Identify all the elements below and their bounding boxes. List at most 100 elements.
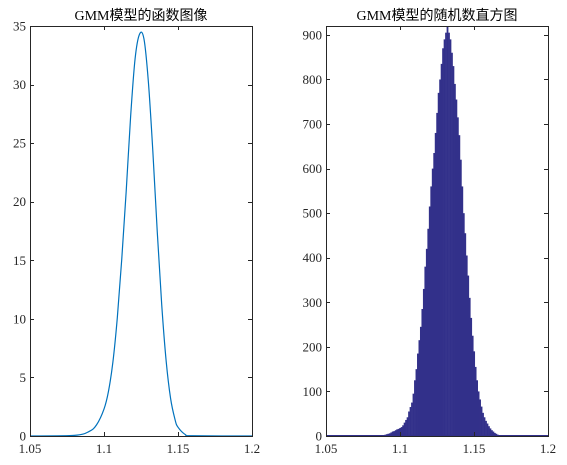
histogram-bar: [465, 255, 468, 436]
line-chart-y-tick-label: 15: [13, 253, 26, 268]
histogram-bar: [402, 425, 404, 436]
histogram-bar: [473, 351, 476, 436]
histogram-bar: [405, 419, 407, 436]
line-chart-x-tick-label: 1.05: [19, 441, 42, 456]
histogram-bar: [430, 186, 433, 436]
histogram-bar: [488, 426, 490, 436]
histogram-bar: [477, 391, 480, 436]
line-chart-y-tick-label: 10: [13, 311, 26, 326]
histogram-bar: [482, 412, 484, 436]
histogram-title: GMM模型的随机数直方图: [356, 7, 517, 24]
histogram-bar: [449, 39, 452, 437]
histogram-y-tick-label: 800: [303, 72, 323, 87]
histogram-bar: [493, 432, 496, 436]
histogram-axes-box: [326, 26, 549, 437]
histogram-bar: [409, 407, 412, 436]
histogram-bar: [397, 428, 400, 436]
histogram-bar: [417, 353, 419, 436]
histogram-bar: [411, 402, 413, 436]
line-chart-marks: [29, 31, 253, 437]
histogram-bar: [393, 431, 396, 436]
histogram-bar: [391, 431, 394, 436]
histogram-y-tick-label: 100: [303, 384, 323, 399]
histogram-bar: [470, 317, 473, 436]
histogram-bar: [443, 39, 446, 437]
histogram-bar: [452, 66, 455, 437]
histogram-bar: [408, 411, 410, 436]
histogram-y-tick-label: 700: [303, 117, 323, 132]
histogram-bar: [396, 429, 399, 436]
histogram-bar: [427, 228, 430, 436]
histogram-bar: [479, 399, 481, 436]
density-curve: [29, 31, 253, 437]
line-chart-ticks: 1.05 1.1 1.15 1.2 0 5 10 15 20 25 30 35: [13, 19, 260, 457]
line-chart-y-tick-label: 25: [13, 136, 26, 151]
histogram-bar: [419, 326, 422, 436]
line-chart-x-tick-label: 1.15: [167, 441, 190, 456]
histogram-bar: [421, 308, 424, 436]
histogram-bar: [403, 422, 406, 436]
histogram-bar: [387, 433, 390, 436]
histogram-bar: [399, 427, 402, 436]
histogram-bar: [406, 417, 409, 436]
line-chart-axes-box: [30, 26, 253, 437]
histogram-bar: [459, 159, 462, 436]
histogram-bars: [326, 26, 548, 437]
histogram-bar: [464, 233, 467, 436]
histogram-bar: [456, 117, 459, 437]
histogram-bar: [433, 153, 436, 436]
histogram-ticks: 1.05 1.1 1.15 1.2 0 100 200 300 400 500 600 700 800 9…: [303, 26, 556, 456]
line-chart-y-tick-label: 20: [13, 194, 26, 209]
histogram-bar: [425, 248, 428, 436]
histogram-bar: [458, 135, 461, 436]
histogram-bar: [431, 168, 434, 437]
histogram-bar: [445, 32, 447, 437]
histogram-bar: [455, 99, 458, 436]
histogram-x-tick-label: 1.15: [463, 441, 486, 456]
histogram-bar: [439, 79, 441, 436]
line-chart-y-tick-label: 0: [20, 429, 27, 444]
histogram-y-tick-label: 600: [303, 161, 323, 176]
histogram-bar: [440, 63, 443, 436]
histogram-bar: [434, 132, 437, 436]
histogram-x-tick-label: 1.2: [540, 441, 556, 456]
histogram-bar: [485, 420, 487, 436]
histogram-bar: [495, 433, 498, 436]
histogram-bar: [446, 26, 449, 436]
histogram-bar: [461, 186, 464, 436]
histogram-bar: [414, 380, 416, 436]
histogram-bar: [436, 112, 439, 437]
histogram-bar: [467, 275, 470, 436]
histogram-y-tick-label: 900: [303, 27, 323, 42]
histogram-bar: [480, 406, 483, 436]
line-chart-panel: GMM模型的函数图像 1.05 1.1 1.15 1.2 0 5 10 15 20 25 30 35: [13, 8, 260, 456]
line-chart-x-tick-label: 1.2: [244, 441, 260, 456]
histogram-bar: [448, 32, 450, 437]
histogram-y-tick-label: 500: [303, 206, 323, 221]
histogram-bar: [468, 297, 471, 436]
histogram-bar: [415, 369, 418, 436]
histogram-bar: [422, 288, 425, 436]
histogram-bar: [388, 433, 391, 436]
histogram-bar: [486, 423, 489, 436]
histogram-bar: [442, 48, 444, 436]
histogram-bar: [390, 432, 393, 436]
histogram-bar: [428, 206, 431, 436]
line-chart-title: GMM模型的函数图像: [74, 8, 207, 24]
line-chart-y-tick-label: 30: [13, 77, 26, 92]
histogram-bar: [474, 366, 477, 436]
histogram-bar: [424, 266, 427, 436]
histogram-y-tick-label: 200: [303, 339, 323, 354]
histogram-x-tick-label: 1.05: [315, 441, 338, 456]
histogram-y-tick-label: 400: [303, 250, 323, 265]
histogram-bar: [492, 431, 495, 436]
histogram-bar: [418, 340, 421, 436]
histogram-bar: [476, 380, 478, 436]
line-chart-x-tick-label: 1.1: [96, 441, 112, 456]
histogram-y-tick-label: 0: [316, 429, 323, 444]
line-chart-y-tick-label: 5: [20, 370, 27, 385]
histogram-bar: [454, 83, 456, 437]
histogram-x-tick-label: 1.1: [392, 441, 408, 456]
histogram-bar: [462, 213, 465, 436]
histogram-bar: [471, 335, 474, 436]
